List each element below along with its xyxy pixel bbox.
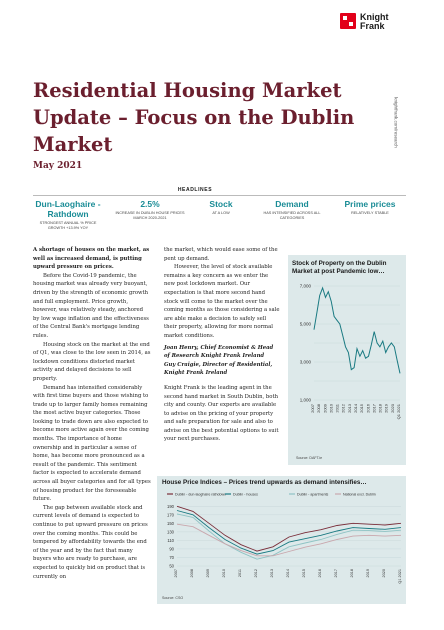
body-paragraph: Housing stock on the market at the end o… xyxy=(33,341,151,382)
author-signature: Guy Craigie, Director of Residential, Kn… xyxy=(164,361,273,377)
x-tick-label: 2014 xyxy=(353,403,358,413)
headline-desc: RELATIVELY STABLE xyxy=(351,211,389,215)
side-url: knightfrank.com/research xyxy=(391,85,401,165)
y-tick-label: 70 xyxy=(169,555,174,560)
x-tick-label: 2019 xyxy=(366,569,370,577)
logo-word-2: Frank xyxy=(360,21,385,31)
body-paragraph: Before the Covid-19 pandemic, the housin… xyxy=(33,272,149,339)
x-tick-label: 2014 xyxy=(286,569,290,577)
headline-desc: AT A LOW xyxy=(212,211,230,215)
side-url-text: knightfrank.com/research xyxy=(393,97,399,148)
headline-value: Dun-Laoghaire -Rathdown xyxy=(35,199,101,219)
headline-item: Dun-Laoghaire -Rathdown STRONGEST ANNUAL… xyxy=(33,199,103,231)
x-tick-label: 2018 xyxy=(378,403,383,413)
headlines-rule xyxy=(33,195,406,196)
headline-value: Demand xyxy=(275,199,309,209)
hpi-chart: Dublin - dun-laoghaire rathdown Dublin - … xyxy=(167,493,402,584)
x-tick-label: 2020 xyxy=(390,403,395,413)
y-tick-label: 1,000 xyxy=(300,398,312,403)
hpi-series-line xyxy=(176,523,402,557)
y-tick-label: 90 xyxy=(169,546,174,551)
x-tick-label: 2007 xyxy=(174,569,178,577)
stock-chart: 1,000 3,000 5,000 7,000 2007 2008 2009 2010 2011… xyxy=(300,284,401,420)
x-tick-label: 2011 xyxy=(335,403,340,412)
x-tick-label: 2009 xyxy=(206,569,210,577)
hpi-series-line xyxy=(176,513,402,560)
x-tick-label: 2011 xyxy=(238,569,242,577)
x-tick-label: 2010 xyxy=(222,569,226,577)
headline-item: Prime prices RELATIVELY STABLE xyxy=(334,199,406,216)
legend-label: National excl. Dublin xyxy=(343,493,376,497)
x-tick-label: 2015 xyxy=(359,403,364,413)
headlines-heading: HEADLINES xyxy=(177,187,213,193)
y-tick-label: 150 xyxy=(167,521,175,526)
y-tick-label: 3,000 xyxy=(300,360,312,365)
stock-chart-title: Stock of Property on the Dublin Market a… xyxy=(292,260,387,275)
body-paragraph: Knight Frank is the leading agent in the… xyxy=(164,384,279,443)
stock-chart-source: Source: DAFT.ie xyxy=(296,456,323,460)
x-tick-label: Q1 2021 xyxy=(398,569,402,584)
body-column-2: the market, which would ease some of the… xyxy=(164,246,280,444)
logo-wordmark: Knight Frank xyxy=(360,13,389,31)
y-tick-label: 7,000 xyxy=(300,284,312,289)
legend-label: Dublin - apartments xyxy=(297,493,329,497)
author-signature: Joan Henry, Chief Economist & Head of Re… xyxy=(164,344,274,360)
headline-desc: INCREASE IN DUBLIN HOUSE PRICES MARCH 20… xyxy=(115,211,185,220)
headline-value: Stock xyxy=(209,199,233,209)
x-tick-label: 2008 xyxy=(190,569,194,577)
hpi-series-line xyxy=(176,505,402,552)
x-tick-label: 2009 xyxy=(322,403,327,413)
x-tick-label: Q1 2021 xyxy=(396,403,401,419)
y-tick-label: 50 xyxy=(169,564,174,569)
x-tick-label: 2008 xyxy=(316,403,321,413)
x-tick-label: 2016 xyxy=(365,403,370,413)
x-tick-label: 2020 xyxy=(382,569,386,577)
y-tick-label: 130 xyxy=(167,529,175,534)
page-title: Residential Housing Market Update – Focu… xyxy=(33,79,355,156)
y-tick-label: 110 xyxy=(167,538,174,543)
y-tick-label: 170 xyxy=(167,512,175,517)
body-paragraph: However, the level of stock available re… xyxy=(164,264,280,339)
y-tick-label: 5,000 xyxy=(300,322,312,327)
x-tick-label: 2015 xyxy=(302,569,306,577)
headline-value: Prime prices xyxy=(344,199,396,209)
headline-item: Demand HAS INTENSIFIED ACROSS ALL CATEGO… xyxy=(256,199,328,221)
hpi-chart-panel xyxy=(157,476,406,604)
stock-chart-panel xyxy=(288,255,406,465)
body-paragraph: Demand has intensified considerably with… xyxy=(33,384,151,503)
logo-word-1: Knight xyxy=(360,12,389,22)
x-tick-label: 2013 xyxy=(347,403,352,413)
lead-paragraph: A shortage of houses on the market, as w… xyxy=(33,247,150,271)
headline-item: 2.5% INCREASE IN DUBLIN HOUSE PRICES MAR… xyxy=(110,199,190,221)
x-tick-label: 2012 xyxy=(341,403,346,413)
headline-desc: HAS INTENSIFIED ACROSS ALL CATEGORIES xyxy=(263,211,321,220)
stock-series-line xyxy=(313,286,401,374)
knight-frank-logo: Knight Frank xyxy=(340,13,406,35)
logo-icon xyxy=(340,13,356,29)
hpi-chart-source: Source: CSO xyxy=(162,596,184,600)
legend-label: Dublin - dun-laoghaire rathdown xyxy=(175,493,226,497)
x-tick-label: 2013 xyxy=(270,569,274,577)
y-tick-label: 190 xyxy=(167,504,175,509)
body-column-1: A shortage of houses on the market, as w… xyxy=(33,246,151,581)
hpi-chart-title: House Price Indices – Prices trend upwar… xyxy=(162,479,367,486)
body-paragraph: The gap between available stock and curr… xyxy=(33,504,148,580)
x-tick-label: 2012 xyxy=(254,569,258,577)
headline-desc: STRONGEST ANNUAL % PRICE GROWTH +13.9% Y… xyxy=(39,221,97,230)
x-tick-label: 2019 xyxy=(384,403,389,413)
headline-item: Stock AT A LOW xyxy=(196,199,246,216)
x-tick-label: 2010 xyxy=(328,403,333,413)
x-tick-label: 2017 xyxy=(371,403,376,413)
headline-value: 2.5% xyxy=(140,199,160,209)
issue-date: May 2021 xyxy=(33,161,83,171)
x-tick-label: 2007 xyxy=(310,403,315,413)
x-tick-label: 2017 xyxy=(334,569,338,577)
x-tick-label: 2016 xyxy=(318,569,322,577)
legend-label: Dublin - houses xyxy=(233,493,258,497)
body-paragraph: the market, which would ease some of the… xyxy=(164,247,278,262)
hpi-series-line xyxy=(176,510,402,555)
x-tick-label: 2018 xyxy=(350,569,354,577)
